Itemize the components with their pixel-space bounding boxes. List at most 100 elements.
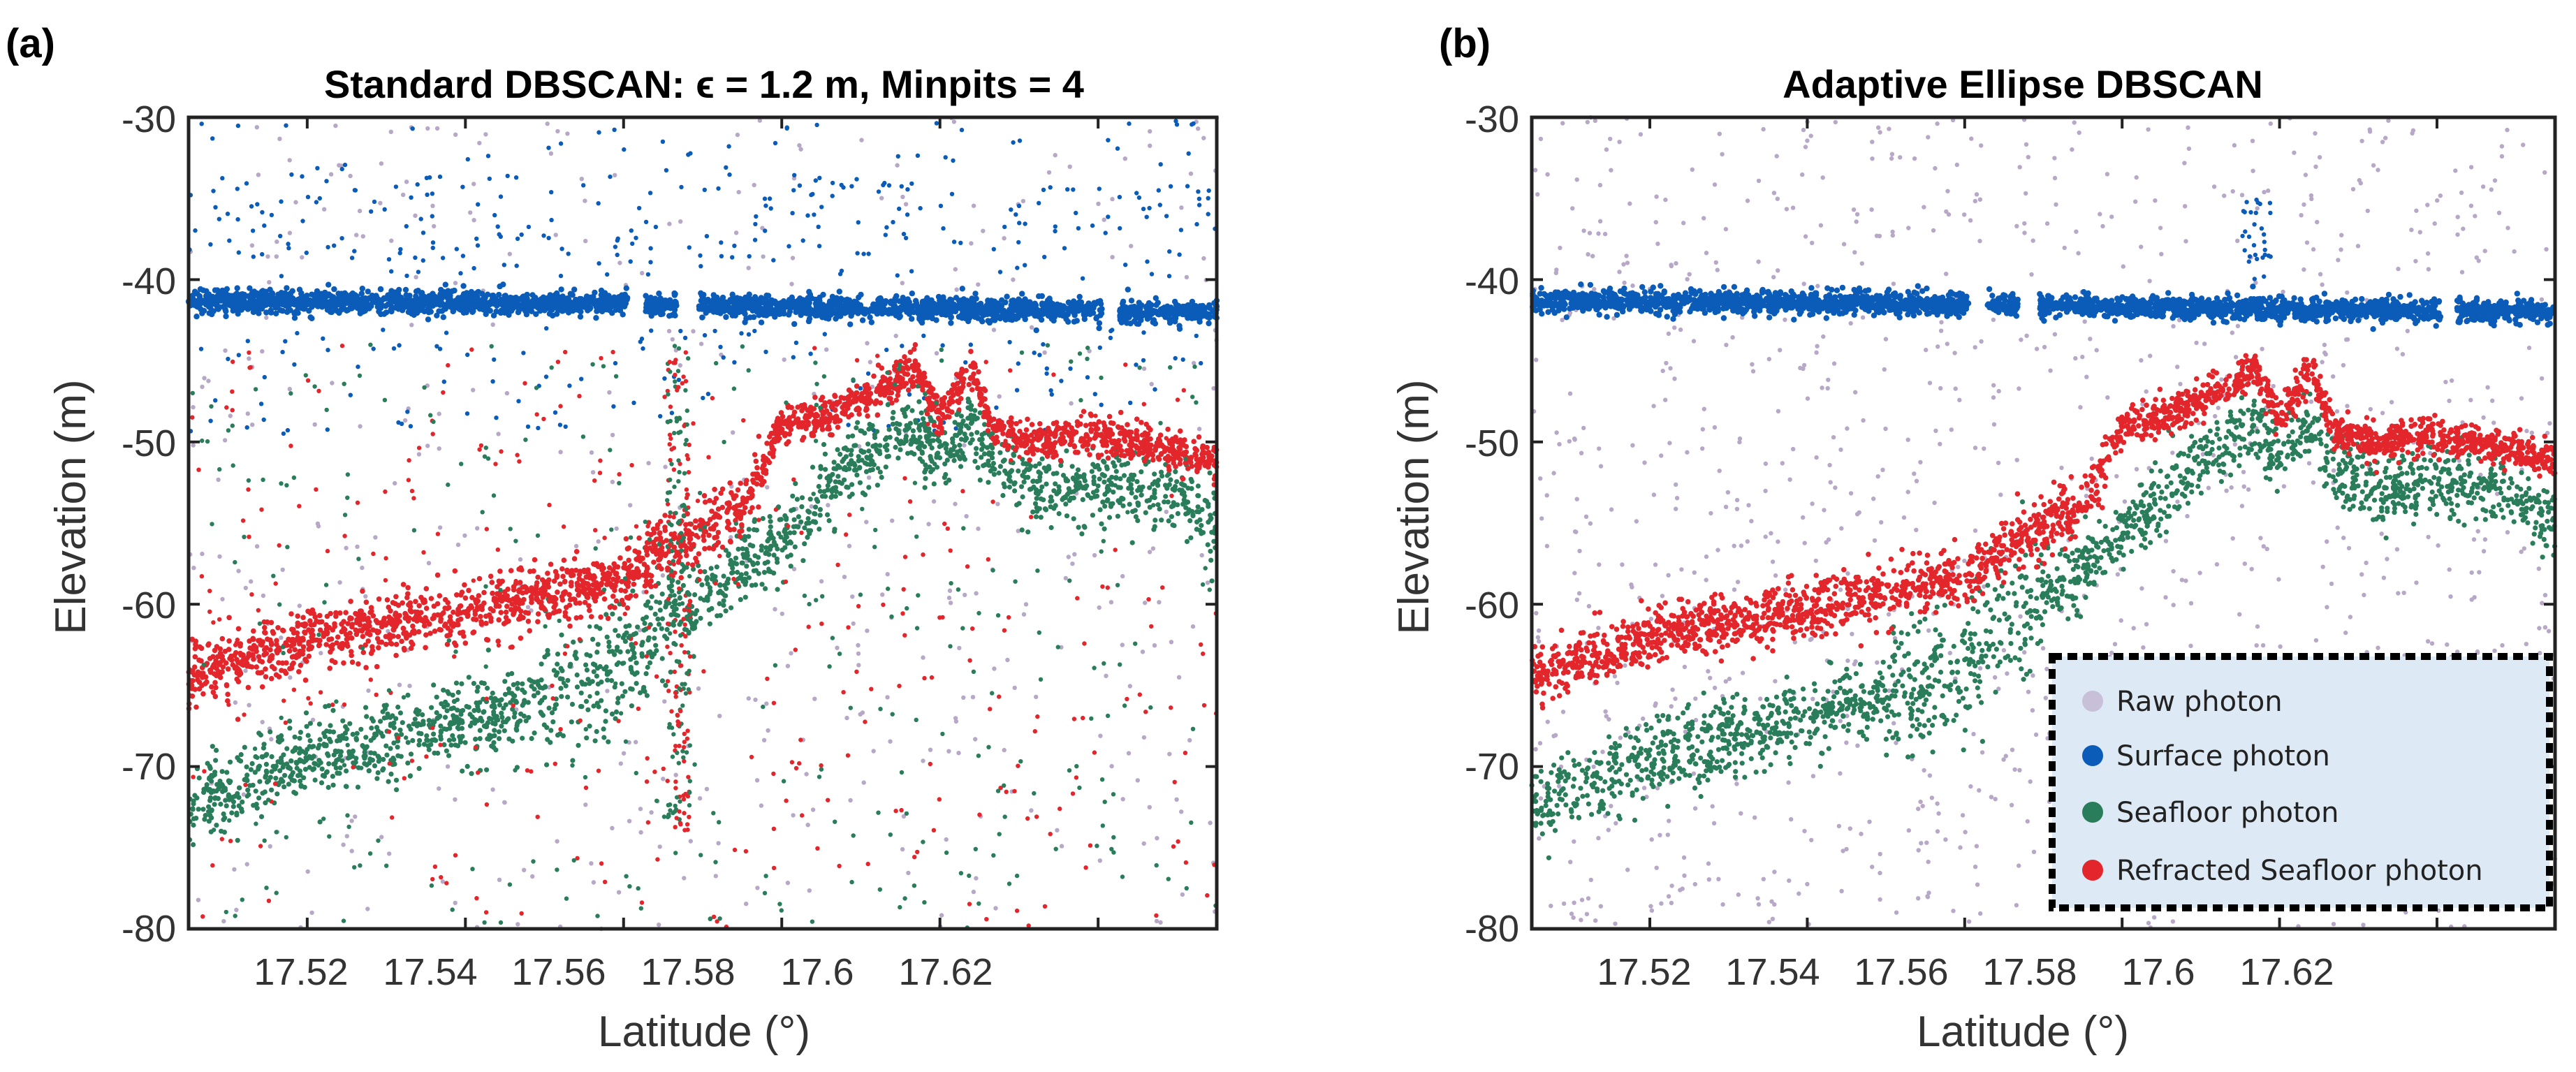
raw-photon-point bbox=[1174, 797, 1179, 802]
seafloor-photon-point bbox=[222, 786, 228, 791]
raw-photon-point bbox=[888, 739, 893, 744]
surface-photon-point bbox=[710, 309, 717, 315]
raw-photon-point bbox=[921, 655, 925, 660]
surface-photon-point bbox=[594, 298, 600, 304]
surface-photon-point bbox=[439, 308, 446, 314]
surface-photon-point bbox=[432, 293, 439, 300]
raw-photon-point bbox=[591, 880, 597, 885]
surface-photon-point bbox=[1000, 309, 1006, 316]
surface-photon-point bbox=[951, 158, 956, 163]
seafloor-photon-point bbox=[642, 689, 647, 694]
surface-photon-point bbox=[746, 291, 752, 298]
surface-photon-point bbox=[415, 182, 420, 187]
surface-photon-point bbox=[645, 272, 651, 277]
seafloor-photon-point bbox=[565, 677, 571, 683]
surface-photon-point bbox=[952, 308, 959, 315]
raw-photon-point bbox=[453, 132, 458, 137]
surface-photon-point bbox=[1206, 302, 1213, 309]
surface-photon-point bbox=[820, 302, 826, 308]
raw-photon-point bbox=[809, 504, 814, 509]
raw-photon-point bbox=[525, 605, 531, 610]
raw-photon-point bbox=[1120, 573, 1125, 579]
raw-photon-point bbox=[309, 910, 314, 916]
seafloor-photon-point bbox=[330, 782, 336, 788]
seafloor-photon-point bbox=[1094, 488, 1099, 494]
surface-photon-point bbox=[569, 307, 575, 314]
surface-photon-point bbox=[613, 304, 620, 310]
raw-photon-point bbox=[1141, 366, 1147, 372]
surface-photon-point bbox=[237, 300, 243, 307]
surface-photon-point bbox=[612, 127, 617, 132]
raw-photon-point bbox=[1148, 143, 1152, 148]
raw-photon-point bbox=[861, 780, 866, 785]
seafloor-photon-point bbox=[1067, 498, 1072, 504]
surface-photon-point bbox=[660, 139, 666, 144]
raw-photon-point bbox=[973, 737, 978, 742]
seafloor-photon-point bbox=[390, 713, 395, 719]
panel-a-ytick-label: -50 bbox=[122, 423, 176, 464]
raw-photon-point bbox=[991, 328, 997, 332]
seafloor-photon-point bbox=[835, 447, 840, 453]
surface-photon-point bbox=[621, 303, 628, 310]
surface-photon-point bbox=[967, 301, 974, 307]
seafloor-photon-point bbox=[489, 733, 495, 739]
surface-photon-point bbox=[1136, 300, 1143, 306]
surface-photon-point bbox=[1004, 315, 1010, 321]
seafloor-photon-point bbox=[1208, 513, 1213, 518]
surface-photon-point bbox=[972, 291, 979, 297]
seafloor-photon-point bbox=[539, 677, 544, 683]
surface-photon-point bbox=[474, 303, 481, 309]
seafloor-photon-point bbox=[284, 746, 290, 751]
seafloor-photon-point bbox=[715, 613, 720, 619]
seafloor-photon-point bbox=[643, 671, 649, 677]
surface-photon-point bbox=[1059, 379, 1064, 383]
raw-photon-point bbox=[974, 591, 979, 596]
surface-photon-point bbox=[672, 291, 678, 298]
seafloor-photon-point bbox=[853, 443, 858, 448]
seafloor-photon-point bbox=[969, 437, 975, 443]
raw-photon-point bbox=[666, 328, 672, 334]
seafloor-photon-point bbox=[1208, 557, 1214, 563]
panel-a-label: (a) bbox=[6, 21, 55, 66]
surface-photon-point bbox=[460, 291, 467, 298]
surface-photon-point bbox=[752, 328, 757, 334]
surface-photon-point bbox=[209, 295, 215, 302]
surface-photon-point bbox=[712, 303, 718, 310]
surface-photon-point bbox=[353, 188, 358, 193]
seafloor-photon-point bbox=[744, 564, 749, 569]
seafloor-photon-point bbox=[625, 649, 631, 654]
raw-photon-point bbox=[1104, 673, 1108, 678]
seafloor-photon-point bbox=[416, 765, 422, 771]
raw-photon-point bbox=[300, 255, 305, 260]
seafloor-photon-point bbox=[857, 480, 863, 485]
seafloor-photon-point bbox=[903, 434, 909, 439]
raw-photon-point bbox=[558, 450, 563, 455]
surface-photon-point bbox=[737, 298, 743, 304]
raw-photon-point bbox=[1141, 841, 1146, 846]
surface-photon-point bbox=[805, 318, 812, 325]
raw-photon-point bbox=[1179, 205, 1184, 210]
surface-photon-point bbox=[485, 154, 491, 159]
raw-photon-point bbox=[1059, 844, 1064, 849]
surface-photon-point bbox=[558, 286, 564, 293]
surface-photon-point bbox=[525, 424, 531, 429]
surface-photon-point bbox=[300, 219, 305, 223]
seafloor-photon-point bbox=[268, 729, 273, 735]
surface-photon-point bbox=[810, 191, 815, 197]
seafloor-photon-point bbox=[606, 739, 611, 744]
raw-photon-point bbox=[667, 221, 672, 226]
seafloor-photon-point bbox=[1104, 489, 1110, 494]
surface-photon-point bbox=[841, 185, 846, 190]
raw-photon-point bbox=[366, 688, 371, 693]
surface-photon-point bbox=[405, 309, 412, 315]
surface-photon-point bbox=[332, 243, 337, 248]
seafloor-photon-point bbox=[645, 599, 651, 605]
seafloor-photon-point bbox=[620, 635, 626, 640]
seafloor-photon-point bbox=[728, 557, 733, 564]
surface-photon-point bbox=[430, 214, 434, 219]
raw-photon-point bbox=[1002, 236, 1007, 241]
seafloor-photon-point bbox=[350, 731, 356, 737]
surface-photon-point bbox=[657, 295, 664, 302]
surface-photon-point bbox=[237, 293, 243, 300]
surface-photon-point bbox=[800, 300, 807, 306]
